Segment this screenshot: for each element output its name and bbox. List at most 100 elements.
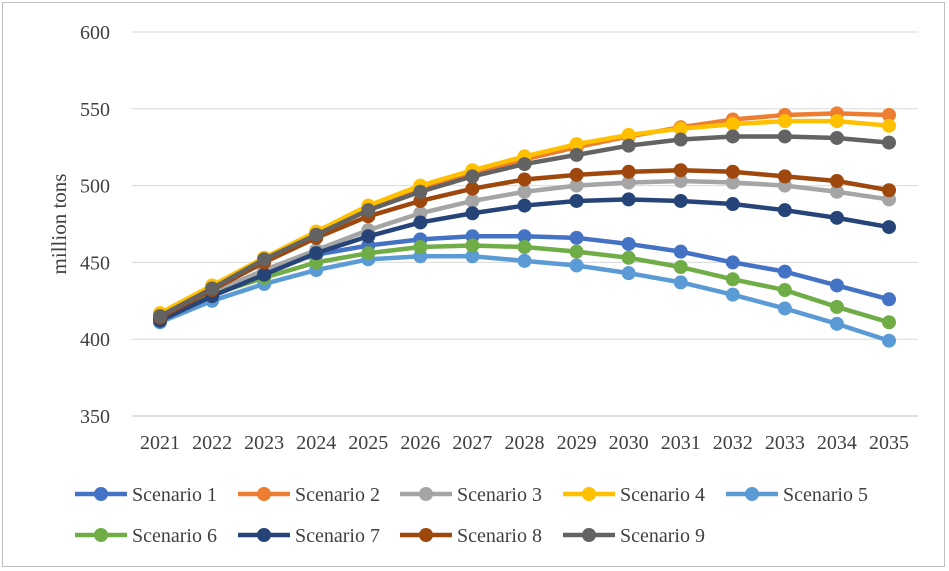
- data-point: [569, 193, 584, 208]
- data-point: [621, 266, 636, 281]
- data-point: [725, 287, 740, 302]
- legend-label: Scenario 4: [620, 484, 705, 506]
- legend-item: Scenario 8: [400, 525, 542, 547]
- data-point: [569, 147, 584, 162]
- data-point: [413, 184, 428, 199]
- x-tick-label: 2034: [817, 432, 857, 454]
- legend-item: Scenario 5: [726, 484, 868, 506]
- data-point: [882, 220, 896, 235]
- data-point: [882, 333, 896, 348]
- legend-label: Scenario 6: [132, 525, 217, 547]
- legend: Scenario 1 Scenario 2 Scenario 3 Scenario 4…: [75, 484, 868, 547]
- data-point: [361, 203, 376, 218]
- data-point: [361, 246, 376, 261]
- data-point: [621, 236, 636, 251]
- legend-label: Scenario 5: [783, 484, 868, 506]
- x-tick-label: 2033: [765, 432, 805, 454]
- data-point: [465, 169, 480, 184]
- data-point: [725, 255, 740, 270]
- y-tick-label: 400: [80, 329, 110, 351]
- data-point: [725, 117, 740, 132]
- data-point: [621, 250, 636, 265]
- legend-swatch-marker: [582, 487, 596, 501]
- legend-swatch-marker: [745, 487, 759, 501]
- y-axis-title: million tons: [47, 174, 71, 275]
- legend-swatch-marker: [419, 528, 433, 542]
- legend-swatch-marker: [582, 528, 596, 542]
- data-point: [882, 292, 896, 307]
- data-point: [673, 193, 688, 208]
- data-point: [569, 178, 584, 193]
- data-point: [517, 184, 532, 199]
- y-tick-label: 350: [80, 406, 110, 428]
- data-point: [673, 275, 688, 290]
- data-point: [465, 193, 480, 208]
- y-tick-label: 600: [80, 22, 110, 44]
- x-tick-label: 2024: [296, 432, 336, 454]
- legend-swatch-marker: [257, 487, 271, 501]
- data-point: [882, 135, 896, 150]
- data-point: [829, 173, 844, 188]
- data-point: [777, 203, 792, 218]
- data-point: [725, 175, 740, 190]
- data-point: [465, 249, 480, 264]
- x-tick-label: 2023: [244, 432, 284, 454]
- data-point: [465, 238, 480, 253]
- data-point: [673, 121, 688, 136]
- x-tick-label: 2029: [557, 432, 597, 454]
- y-tick-label: 500: [80, 176, 110, 198]
- x-tick-label: 2031: [661, 432, 701, 454]
- data-point: [829, 130, 844, 145]
- legend-item: Scenario 7: [238, 525, 380, 547]
- data-point: [257, 252, 272, 267]
- data-point: [257, 267, 272, 282]
- data-point: [777, 169, 792, 184]
- data-point: [725, 129, 740, 144]
- x-tick-label: 2030: [609, 432, 649, 454]
- data-point: [673, 173, 688, 188]
- x-tick-label: 2028: [505, 432, 545, 454]
- data-point: [882, 183, 896, 198]
- legend-item: Scenario 9: [563, 525, 705, 547]
- data-point: [413, 240, 428, 255]
- data-point: [882, 107, 896, 122]
- legend-swatch-marker: [257, 528, 271, 542]
- legend-label: Scenario 9: [620, 525, 705, 547]
- x-tick-label: 2025: [348, 432, 388, 454]
- data-point: [569, 244, 584, 259]
- y-tick-label: 450: [80, 252, 110, 274]
- x-tick-label: 2035: [869, 432, 909, 454]
- data-point: [777, 114, 792, 129]
- series-9: [153, 129, 896, 324]
- data-point: [413, 215, 428, 230]
- data-point: [517, 157, 532, 172]
- x-tick-label: 2022: [192, 432, 232, 454]
- data-point: [153, 309, 167, 324]
- legend-item: Scenario 1: [75, 484, 217, 506]
- y-tick-label: 550: [80, 99, 110, 121]
- data-point: [777, 283, 792, 298]
- data-point: [882, 315, 896, 330]
- x-tick-label: 2021: [140, 432, 180, 454]
- data-point: [517, 240, 532, 255]
- data-point: [205, 281, 220, 296]
- legend-label: Scenario 7: [295, 525, 380, 547]
- legend-label: Scenario 2: [295, 484, 380, 506]
- x-tick-label: 2032: [713, 432, 753, 454]
- legend-swatch-marker: [94, 487, 108, 501]
- data-point: [882, 118, 896, 133]
- legend-swatch-marker: [419, 487, 433, 501]
- legend-item: Scenario 4: [563, 484, 705, 506]
- data-point: [829, 278, 844, 293]
- data-point: [829, 184, 844, 199]
- data-point: [361, 229, 376, 244]
- data-point: [465, 206, 480, 221]
- y-axis-ticks: 350 400 450 500 550 600: [80, 22, 110, 428]
- legend-item: Scenario 3: [400, 484, 542, 506]
- data-point: [829, 299, 844, 314]
- x-tick-label: 2027: [452, 432, 492, 454]
- data-point: [517, 198, 532, 213]
- data-point: [777, 301, 792, 316]
- data-point: [673, 244, 688, 259]
- data-point: [569, 258, 584, 273]
